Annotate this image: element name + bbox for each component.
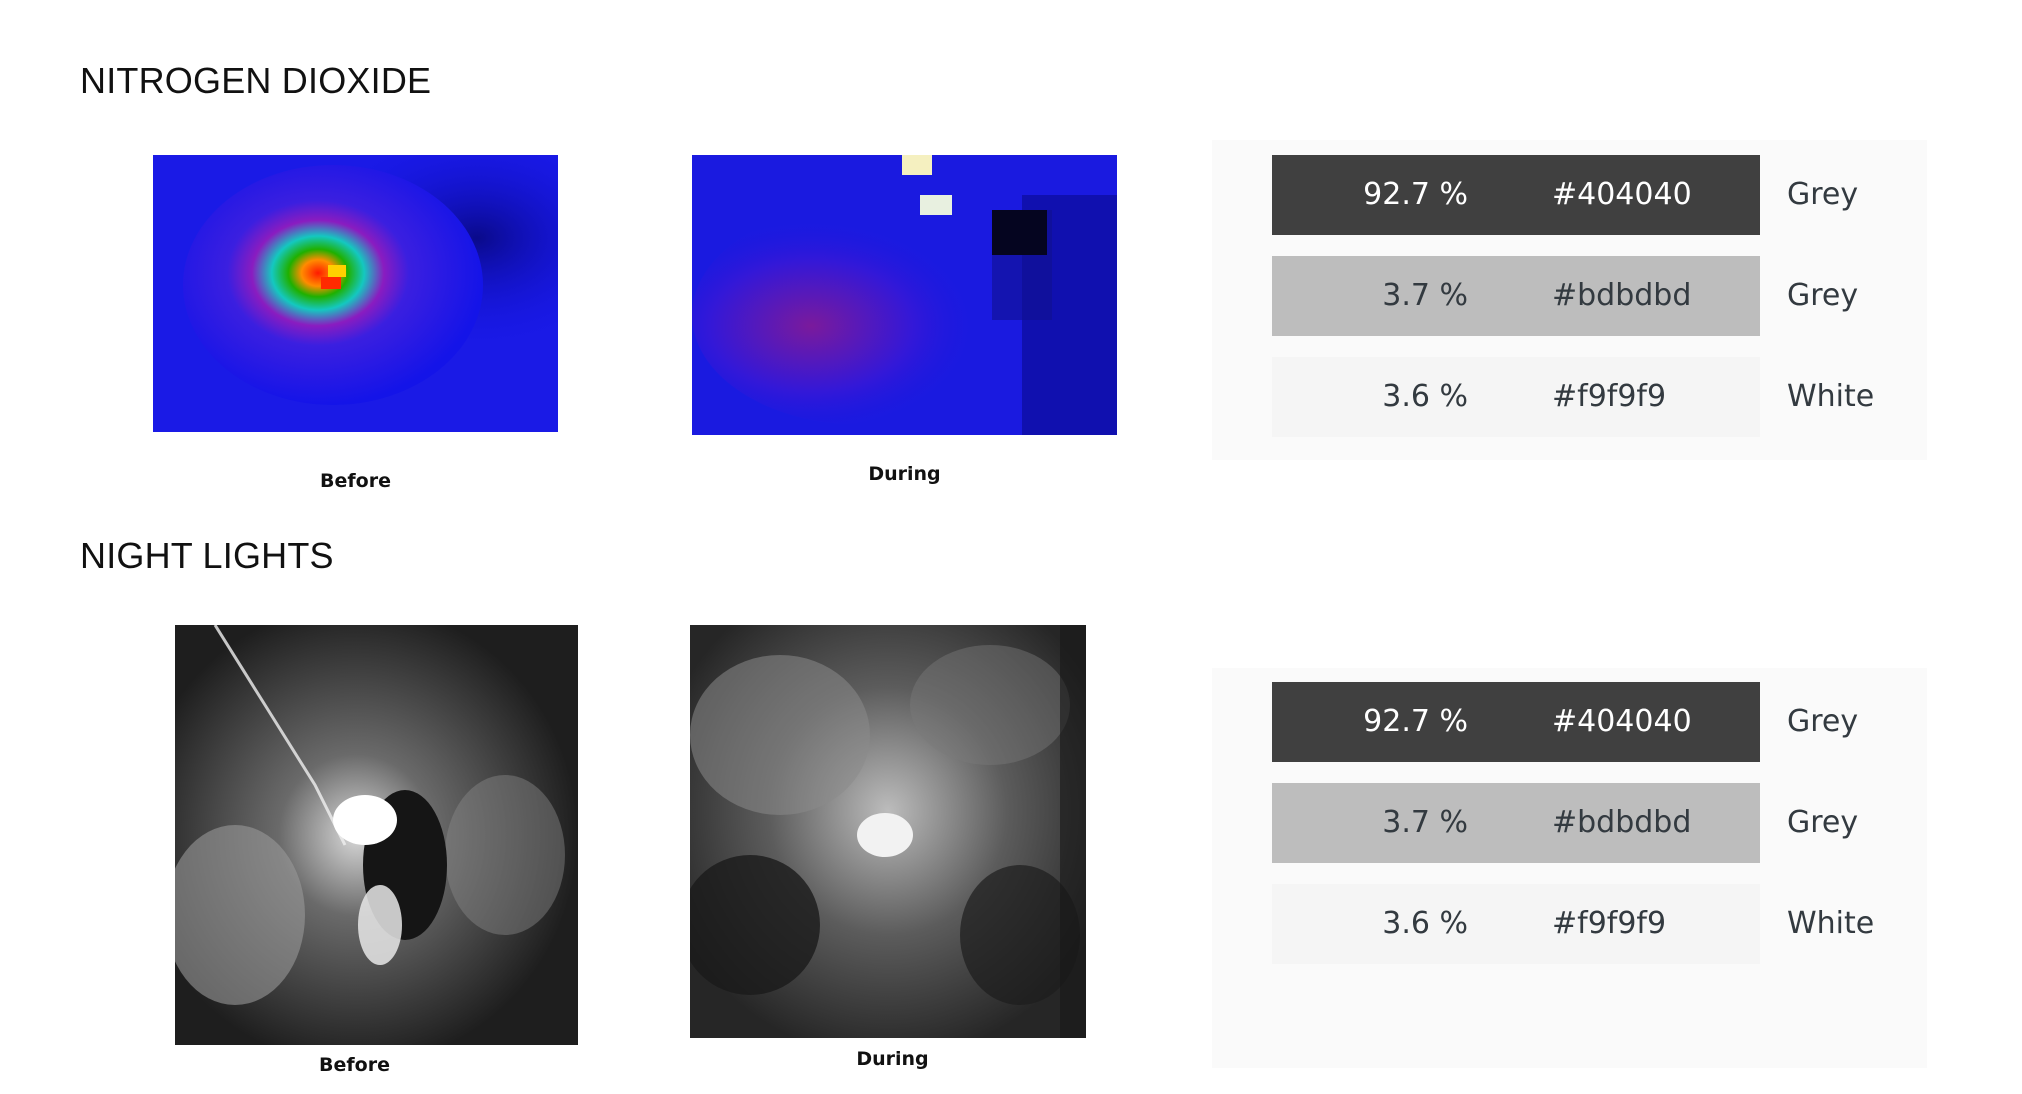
palette-row-2: 3.7 % #bdbdbd Grey — [1272, 256, 1858, 336]
palette-color-name: Grey — [1787, 704, 1859, 739]
palette-percent: 92.7 % — [1363, 704, 1468, 739]
palette-color-name: White — [1787, 906, 1875, 941]
no2-during-caption: During — [868, 463, 941, 485]
palette-color-name: White — [1787, 379, 1875, 414]
palette-row-3: 3.6 % #f9f9f9 White — [1272, 884, 1874, 964]
palette-percent: 3.7 % — [1382, 805, 1468, 840]
palette-hex: #bdbdbd — [1552, 805, 1692, 840]
lights-before-caption: Before — [319, 1054, 390, 1076]
palette-hex: #404040 — [1552, 704, 1692, 739]
no2-during-image — [692, 155, 1117, 435]
palette-row-3: 3.6 % #f9f9f9 White — [1272, 357, 1874, 437]
palette-row-1: 92.7 % #404040 Grey — [1272, 682, 1858, 762]
palette-percent: 3.6 % — [1382, 906, 1468, 941]
palette-hex: #bdbdbd — [1552, 278, 1692, 313]
palette-hex: #404040 — [1552, 177, 1692, 212]
palette-percent: 92.7 % — [1363, 177, 1468, 212]
palette-hex: #f9f9f9 — [1552, 379, 1667, 414]
palette-color-name: Grey — [1787, 177, 1859, 212]
lights-during-image — [690, 625, 1086, 1038]
palette-hex: #f9f9f9 — [1552, 906, 1667, 941]
no2-before-caption: Before — [320, 470, 391, 492]
no2-before-image — [153, 155, 558, 432]
palette-row-2: 3.7 % #bdbdbd Grey — [1272, 783, 1858, 863]
lights-during-caption: During — [856, 1048, 929, 1070]
lights-before-image — [175, 625, 578, 1045]
palette-percent: 3.6 % — [1382, 379, 1468, 414]
section-title-nitrogen-dioxide: NITROGEN DIOXIDE — [80, 60, 432, 101]
palette-row-1: 92.7 % #404040 Grey — [1272, 155, 1858, 235]
palette-percent: 3.7 % — [1382, 278, 1468, 313]
palette-color-name: Grey — [1787, 278, 1859, 313]
palette-color-name: Grey — [1787, 805, 1859, 840]
section-title-night-lights: NIGHT LIGHTS — [80, 535, 334, 576]
